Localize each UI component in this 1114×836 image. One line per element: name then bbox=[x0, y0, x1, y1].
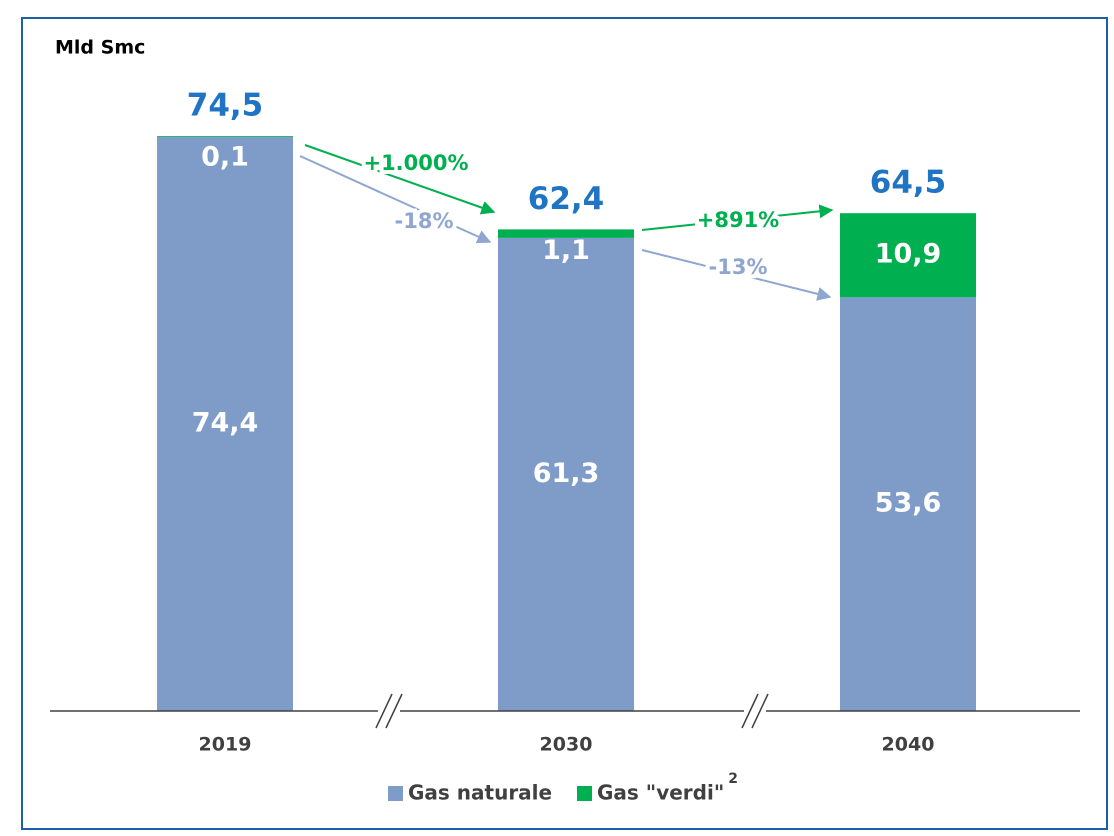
bar-segment bbox=[498, 229, 634, 238]
bars bbox=[157, 136, 976, 712]
x-tick-label: 2040 bbox=[882, 734, 935, 756]
value-label: 1,1 bbox=[542, 235, 590, 266]
bar-segment bbox=[498, 237, 634, 711]
value-label: 74,4 bbox=[192, 407, 259, 438]
annotation: -13% bbox=[709, 255, 768, 279]
value-label: 53,6 bbox=[875, 488, 942, 519]
value-label: 10,9 bbox=[875, 239, 942, 270]
legend-swatch bbox=[388, 786, 403, 801]
frame bbox=[21, 17, 1108, 830]
x-tick-label: 2019 bbox=[199, 734, 252, 756]
legend bbox=[388, 786, 592, 801]
annotation: -18% bbox=[395, 209, 454, 233]
bar-segment bbox=[157, 136, 293, 712]
annotation: +891% bbox=[697, 208, 779, 232]
value-label: 0,1 bbox=[201, 142, 249, 173]
legend-label: Gas naturale bbox=[408, 781, 552, 805]
x-tick-label: 2030 bbox=[540, 734, 593, 756]
bar-segment bbox=[840, 213, 976, 298]
axis-breaks bbox=[375, 693, 769, 729]
annotation: +1.000% bbox=[363, 151, 468, 175]
bar-segment bbox=[840, 297, 976, 711]
legend-footnote: 2 bbox=[728, 771, 738, 787]
total-label: 62,4 bbox=[528, 181, 605, 217]
unit-label: Mld Smc bbox=[55, 37, 145, 59]
value-label: 61,3 bbox=[533, 458, 600, 489]
bar-segment bbox=[157, 136, 293, 137]
arrows bbox=[299, 144, 834, 301]
legend-swatch bbox=[577, 786, 592, 801]
legend-label: Gas "verdi" bbox=[597, 781, 724, 805]
total-label: 74,5 bbox=[187, 88, 264, 124]
total-label: 64,5 bbox=[870, 165, 947, 201]
